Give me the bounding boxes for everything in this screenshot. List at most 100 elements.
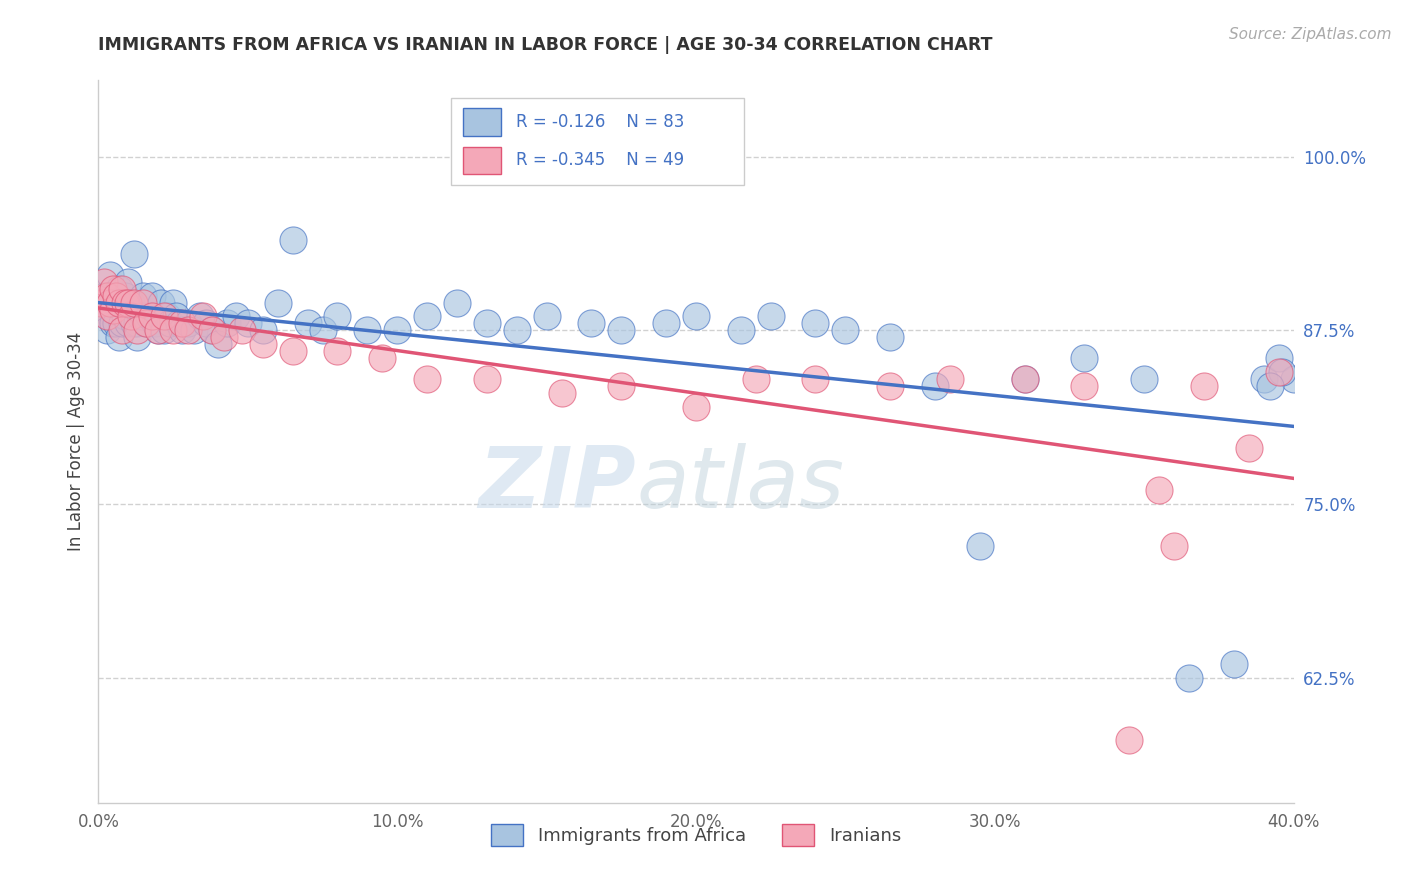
Point [98, 295, 122, 310]
Point [804, 372, 827, 386]
Point [143, 317, 166, 331]
Point [108, 295, 131, 310]
Point [879, 330, 901, 344]
Point [132, 310, 155, 324]
FancyBboxPatch shape [451, 98, 744, 185]
Point [201, 323, 224, 337]
Point [127, 330, 149, 344]
Point [475, 372, 498, 386]
Legend: Immigrants from Africa, Iranians: Immigrants from Africa, Iranians [482, 815, 910, 855]
Point [114, 295, 136, 310]
Point [124, 247, 146, 261]
Point [103, 302, 125, 317]
Point [117, 295, 139, 310]
Point [114, 310, 136, 324]
Point [1267, 351, 1289, 366]
Point [135, 317, 157, 331]
Point [90, 295, 112, 310]
Point [129, 310, 152, 324]
Point [138, 310, 160, 324]
Point [969, 539, 991, 553]
Point [93, 302, 115, 317]
Point [225, 310, 247, 324]
Point [132, 295, 155, 310]
Point [141, 310, 163, 324]
Point [267, 295, 290, 310]
Point [385, 323, 409, 337]
Point [172, 323, 194, 337]
Point [1118, 733, 1140, 747]
Point [207, 337, 229, 351]
Point [610, 379, 633, 393]
Point [231, 323, 253, 337]
Point [215, 317, 238, 331]
Point [326, 344, 349, 359]
Point [183, 323, 205, 337]
Point [939, 372, 962, 386]
FancyBboxPatch shape [463, 109, 501, 136]
Point [1282, 372, 1305, 386]
Point [655, 317, 678, 331]
Point [150, 295, 173, 310]
Point [177, 323, 200, 337]
Point [105, 295, 128, 310]
Point [98, 295, 122, 310]
Point [188, 310, 211, 324]
Point [165, 310, 187, 324]
Point [581, 317, 603, 331]
Point [111, 323, 134, 337]
Point [475, 317, 498, 331]
Point [148, 323, 170, 337]
Point [191, 310, 214, 324]
Point [1192, 379, 1215, 393]
Point [120, 310, 142, 324]
Point [834, 323, 856, 337]
Point [1267, 365, 1289, 379]
Point [132, 288, 155, 302]
Point [120, 295, 142, 310]
Y-axis label: In Labor Force | Age 30-34: In Labor Force | Age 30-34 [66, 332, 84, 551]
Point [446, 295, 468, 310]
Point [111, 317, 134, 331]
Point [177, 317, 200, 331]
Point [416, 372, 439, 386]
Point [108, 330, 131, 344]
Point [685, 310, 707, 324]
Point [236, 317, 259, 331]
Point [167, 317, 190, 331]
Point [1258, 379, 1281, 393]
Point [1178, 671, 1201, 685]
Point [114, 288, 136, 302]
Point [745, 372, 768, 386]
Point [1253, 372, 1275, 386]
Point [105, 288, 128, 302]
Point [159, 317, 181, 331]
Point [153, 323, 176, 337]
Point [1271, 365, 1294, 379]
Point [1163, 539, 1185, 553]
Point [252, 337, 274, 351]
Point [172, 317, 194, 331]
Point [98, 268, 122, 282]
Point [1073, 379, 1095, 393]
Text: atlas: atlas [637, 443, 844, 526]
Point [1237, 442, 1260, 456]
Point [759, 310, 782, 324]
Point [108, 282, 131, 296]
Point [127, 323, 149, 337]
Point [96, 310, 118, 324]
Point [201, 323, 224, 337]
Point [141, 288, 163, 302]
Point [685, 400, 707, 414]
Point [1133, 372, 1156, 386]
Point [730, 323, 752, 337]
Point [1014, 372, 1036, 386]
Point [103, 317, 125, 331]
Point [90, 295, 112, 310]
Point [356, 323, 378, 337]
Point [93, 275, 115, 289]
Point [416, 310, 439, 324]
Point [1147, 483, 1170, 498]
Point [111, 295, 134, 310]
Point [311, 323, 333, 337]
